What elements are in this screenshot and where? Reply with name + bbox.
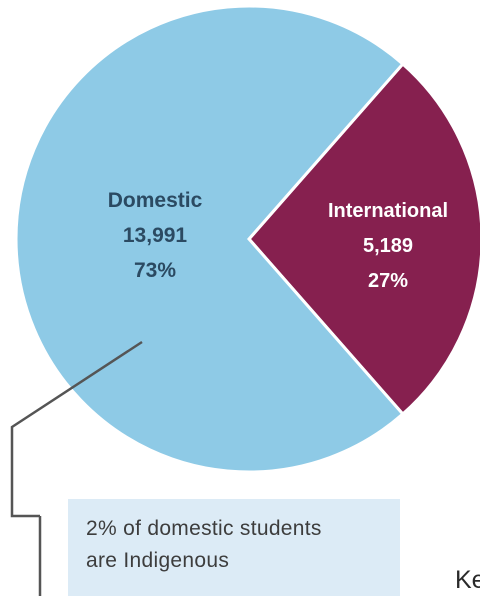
- domestic-value-label: 13,991: [123, 224, 188, 247]
- indigenous-callout: 2% of domestic students are Indigenous: [68, 499, 400, 596]
- international-percent-label: 27%: [368, 270, 408, 292]
- pie-slice-international: [247, 61, 480, 417]
- international-value-label: 5,189: [363, 235, 413, 257]
- domestic-label: Domestic 13,991 73%: [108, 189, 203, 282]
- domestic-name-label: Domestic: [108, 189, 203, 212]
- international-label: International 5,189 27%: [328, 200, 448, 292]
- callout-line-2: are Indigenous: [86, 549, 230, 572]
- callout-leader-line: [10, 340, 143, 596]
- partial-key-heading: Ke: [455, 566, 480, 594]
- international-name-label: International: [328, 200, 448, 222]
- callout-line-1: 2% of domestic students: [86, 517, 322, 540]
- pie-slice-domestic: [14, 4, 405, 474]
- domestic-percent-label: 73%: [134, 259, 176, 282]
